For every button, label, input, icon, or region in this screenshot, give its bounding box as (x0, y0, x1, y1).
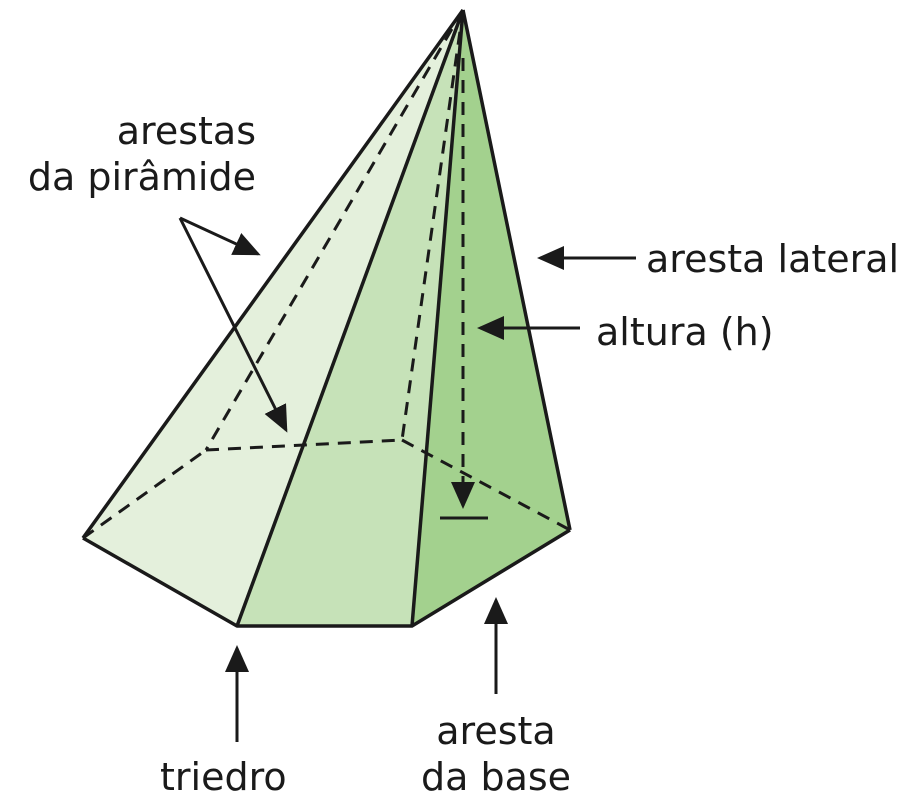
label-arestas-line2: da pirâmide (27, 155, 256, 199)
label-triedro: triedro (160, 755, 287, 799)
arrow-arestas-2 (178, 217, 288, 433)
label-aresta-base-line2: da base (420, 755, 572, 799)
visible-edges (81, 8, 572, 628)
label-arestas-line1: arestas (116, 109, 256, 153)
label-aresta-da-base: aresta da base (421, 708, 571, 800)
label-altura: altura (h) (596, 310, 774, 354)
hidden-edges (82, 9, 571, 540)
label-arestas-da-piramide: arestas da pirâmide (28, 108, 256, 200)
label-arrows (178, 216, 636, 742)
arrow-arestas-1 (179, 216, 261, 256)
label-aresta-base-line1: aresta (436, 709, 556, 753)
label-aresta-lateral: aresta lateral (646, 237, 900, 281)
face-left (83, 10, 463, 626)
height-line (440, 58, 488, 520)
